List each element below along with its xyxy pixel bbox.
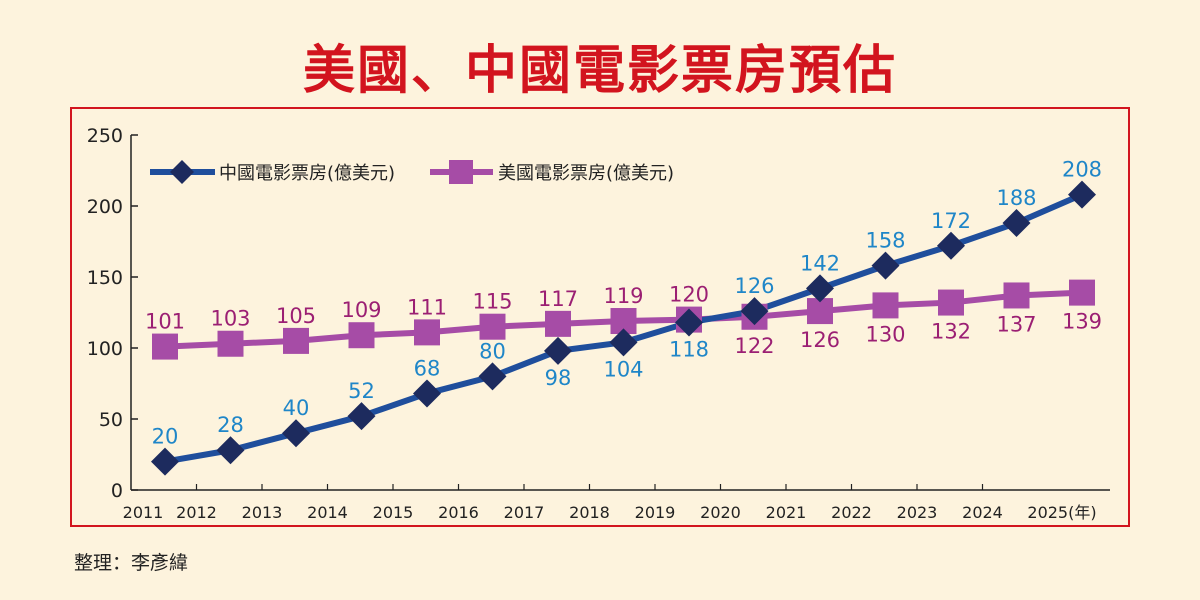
y-tick-label: 150 bbox=[87, 267, 123, 289]
us-point bbox=[479, 313, 506, 340]
us-point bbox=[217, 330, 244, 357]
us-data-label: 115 bbox=[472, 290, 512, 314]
us-data-label: 103 bbox=[210, 307, 250, 331]
china-data-label: 40 bbox=[283, 396, 310, 420]
x-tick-label: 2022 bbox=[831, 503, 872, 522]
y-tick-label: 0 bbox=[111, 480, 123, 502]
y-tick-label: 200 bbox=[87, 196, 123, 218]
us-point bbox=[1069, 279, 1095, 306]
x-tick-label: 2024 bbox=[962, 503, 1003, 522]
china-point bbox=[413, 379, 441, 408]
us-data-label: 130 bbox=[865, 322, 905, 346]
us-point bbox=[807, 298, 833, 325]
china-data-label: 172 bbox=[931, 209, 971, 233]
us-point bbox=[414, 319, 440, 346]
chart-title: 美國、中國電影票房預估 bbox=[302, 41, 897, 101]
x-tick-label: 2013 bbox=[242, 503, 283, 522]
china-data-label: 118 bbox=[669, 337, 709, 361]
y-tick-label: 50 bbox=[99, 409, 123, 431]
x-tick-label: 2020 bbox=[700, 503, 741, 522]
x-tick-label: 2025(年) bbox=[1027, 503, 1096, 522]
china-data-label: 208 bbox=[1062, 158, 1102, 182]
china-data-label: 188 bbox=[996, 186, 1036, 210]
us-data-label: 139 bbox=[1062, 310, 1102, 334]
china-data-label: 28 bbox=[217, 413, 244, 437]
legend-us-marker bbox=[449, 160, 473, 184]
china-point bbox=[806, 274, 834, 303]
us-point bbox=[1003, 282, 1030, 309]
us-point bbox=[152, 333, 178, 360]
x-tick-label: 2011 bbox=[123, 503, 164, 522]
us-data-label: 137 bbox=[996, 312, 1036, 336]
china-data-label: 142 bbox=[800, 251, 840, 275]
x-tick-label: 2014 bbox=[307, 503, 348, 522]
china-point bbox=[1068, 180, 1096, 209]
us-point bbox=[348, 322, 375, 349]
us-data-label: 119 bbox=[603, 284, 643, 308]
china-data-label: 98 bbox=[545, 366, 572, 390]
x-tick-label: 2023 bbox=[897, 503, 938, 522]
us-data-label: 117 bbox=[538, 287, 578, 311]
x-tick-label: 2016 bbox=[438, 503, 479, 522]
us-data-label: 101 bbox=[145, 310, 185, 334]
china-data-label: 158 bbox=[865, 229, 905, 253]
china-data-label: 68 bbox=[414, 356, 441, 380]
china-point bbox=[1002, 209, 1031, 238]
china-data-label: 80 bbox=[479, 339, 506, 363]
us-data-label: 105 bbox=[276, 304, 316, 328]
us-point bbox=[283, 327, 309, 354]
china-point bbox=[609, 328, 638, 357]
x-tick-label: 2021 bbox=[766, 503, 807, 522]
china-point bbox=[216, 436, 245, 465]
china-point bbox=[740, 297, 769, 326]
china-point bbox=[282, 419, 310, 448]
china-data-label: 126 bbox=[734, 274, 774, 298]
us-point bbox=[938, 289, 964, 316]
legend-china-label: 中國電影票房(億美元) bbox=[219, 163, 395, 184]
china-data-label: 20 bbox=[152, 425, 179, 449]
china-data-label: 104 bbox=[603, 357, 643, 381]
china-point bbox=[347, 402, 376, 431]
china-point bbox=[675, 308, 703, 337]
us-data-label: 122 bbox=[734, 334, 774, 358]
x-tick-label: 2019 bbox=[635, 503, 676, 522]
china-point bbox=[478, 362, 507, 391]
legend-us-label: 美國電影票房(億美元) bbox=[498, 163, 674, 184]
y-tick-label: 100 bbox=[87, 338, 123, 360]
us-data-label: 109 bbox=[341, 298, 381, 322]
us-data-label: 120 bbox=[669, 283, 709, 307]
china-point bbox=[937, 231, 965, 260]
us-point bbox=[872, 292, 899, 319]
x-tick-label: 2018 bbox=[569, 503, 610, 522]
x-tick-label: 2017 bbox=[504, 503, 545, 522]
y-tick-label: 250 bbox=[87, 125, 123, 147]
us-data-label: 126 bbox=[800, 328, 840, 352]
x-tick-label: 2015 bbox=[373, 503, 414, 522]
us-data-label: 111 bbox=[407, 295, 447, 319]
legend-china-marker bbox=[170, 160, 194, 184]
china-point bbox=[871, 251, 900, 280]
us-data-label: 132 bbox=[931, 320, 971, 344]
credit-text: 整理：李彥緯 bbox=[74, 552, 189, 574]
china-point bbox=[151, 447, 179, 476]
china-point bbox=[544, 336, 572, 365]
china-data-label: 52 bbox=[348, 379, 375, 403]
us-point bbox=[545, 310, 571, 337]
chart-frame bbox=[70, 107, 1130, 527]
x-tick-label: 2012 bbox=[176, 503, 217, 522]
